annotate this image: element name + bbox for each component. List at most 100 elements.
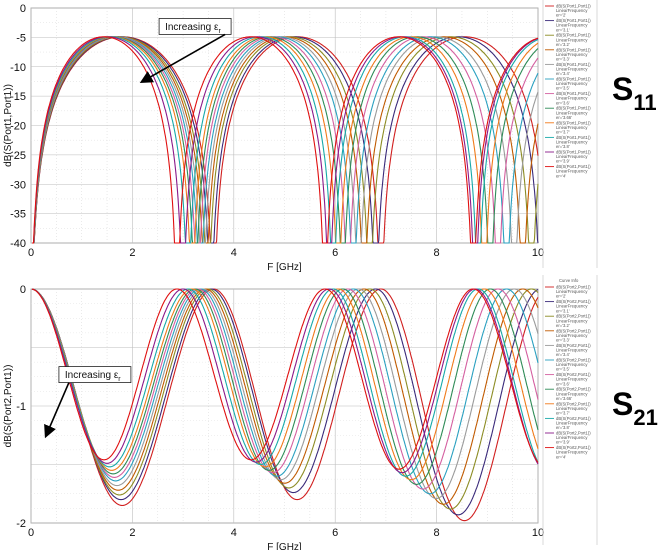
x-tick-label: 4 [231, 527, 237, 539]
series-line-12 [32, 36, 539, 244]
legend-entry-line3: er='3.9' [556, 159, 570, 164]
x-tick-label: 6 [332, 247, 338, 259]
y-tick-label: -15 [10, 91, 26, 103]
annotation: Increasing εr [139, 18, 232, 84]
x-axis-label: F [GHz] [267, 262, 302, 272]
side-label: S21 [612, 386, 658, 430]
s11-chart-panel: 0 2 4 6 8 10 0 -5 -10 -15 -20 -25 -30 -35 -40 F [GHz] dB… [0, 0, 670, 272]
y-tick-label: -1 [16, 401, 26, 413]
legend-entry-line1: dB(S(Port2,Port1)) [556, 372, 591, 377]
legend-entry-line2: LinearFrequency [556, 304, 588, 309]
y-tick-label: 0 [20, 3, 26, 15]
series-group [32, 36, 539, 244]
legend-entry-line2: LinearFrequency [556, 421, 588, 426]
annotation-main: Increasing ε [165, 22, 219, 33]
y-tick-label: -2 [16, 518, 26, 530]
side-label-sub: 11 [633, 90, 656, 115]
legend-entry-line3: er='3.8' [556, 425, 570, 430]
y-tick-label: -5 [16, 32, 26, 44]
legend-entry-line3: er='3.6' [556, 100, 570, 105]
legend-entry-line3: er='2' [556, 13, 566, 18]
x-tick-label: 8 [434, 527, 440, 539]
legend-entry-line1: dB(S(Port1,Port1)) [556, 47, 591, 52]
legend-entry-line3: er='3.9' [556, 440, 570, 445]
legend-entry-line2: LinearFrequency [556, 391, 588, 396]
legend-entry-line1: dB(S(Port1,Port1)) [556, 120, 591, 125]
legend-entry-line2: LinearFrequency [556, 348, 588, 353]
legend-entry-line1: dB(S(Port2,Port1)) [556, 445, 591, 450]
legend-entry-line1: dB(S(Port2,Port1)) [556, 431, 591, 436]
legend: Curve InfodB(S(Port2,Port1))LinearFreque… [542, 275, 598, 545]
legend-entry-line3: er='2' [556, 294, 566, 299]
series-group [31, 288, 539, 522]
series-line-10 [31, 288, 539, 477]
legend-entry-line1: dB(S(Port1,Port1)) [556, 18, 591, 23]
legend-entry-line1: dB(S(Port1,Port1)) [556, 4, 591, 9]
y-tick-label: 0 [20, 284, 26, 296]
legend-entry-line2: LinearFrequency [556, 154, 588, 159]
legend-entry-line1: dB(S(Port2,Port1)) [556, 387, 591, 392]
legend-entry-line2: LinearFrequency [556, 377, 588, 382]
series-line-3 [31, 288, 539, 510]
tick-labels: 0 2 4 6 8 10 0 -1 -2 [16, 284, 544, 539]
legend-entry-line3: er='3.4' [556, 352, 570, 357]
side-label: S11 [612, 71, 657, 115]
series-line-9 [31, 288, 539, 481]
y-tick-label: -25 [10, 150, 26, 162]
legend-entry-line1: dB(S(Port1,Port1)) [556, 106, 591, 111]
series-line-12 [31, 288, 539, 470]
x-tick-label: 0 [28, 247, 34, 259]
annotation: Increasing εr [44, 366, 132, 439]
legend-entry-line3: er='3.3' [556, 57, 570, 62]
s21-chart: 0 2 4 6 8 10 0 -1 -2 F [GHz] dB(S(Port2,Port1)) Inc… [3, 275, 658, 550]
side-label-main: S [612, 386, 633, 422]
legend-entry-line3: er='3.3' [556, 338, 570, 343]
legend-entry-line1: dB(S(Port2,Port1)) [556, 285, 591, 290]
x-tick-label: 6 [332, 527, 338, 539]
series-line-4 [31, 288, 539, 505]
legend-entry-line2: LinearFrequency [556, 52, 588, 57]
s11-chart: 0 2 4 6 8 10 0 -5 -10 -15 -20 -25 -30 -35 -40 F [GHz] dB… [3, 0, 657, 272]
legend-entry-line3: er='3.5' [556, 367, 570, 372]
series-line-10 [32, 36, 539, 244]
legend-entry-line2: LinearFrequency [556, 333, 588, 338]
x-tick-label: 0 [28, 527, 34, 539]
annotation-subscript: r [118, 376, 121, 383]
y-tick-label: -35 [10, 209, 26, 221]
series-line-7 [31, 288, 539, 490]
x-tick-label: 2 [129, 527, 135, 539]
annotation-box [58, 366, 132, 383]
legend-entry-line2: LinearFrequency [556, 289, 588, 294]
legend-entry-line3: er='3.2' [556, 323, 570, 328]
legend-entry-line2: LinearFrequency [556, 140, 588, 145]
y-tick-label: -30 [10, 179, 26, 191]
legend-entry-line2: LinearFrequency [556, 8, 588, 13]
legend-entry-line3: er='3.7' [556, 411, 570, 416]
y-axis-label: dB(S(Port1,Port1)) [3, 84, 14, 167]
legend-entry-line2: LinearFrequency [556, 67, 588, 72]
legend-entry-line3: er='3.7' [556, 130, 570, 135]
legend-header: Curve Info [559, 278, 579, 283]
legend-entry-line1: dB(S(Port1,Port1)) [556, 77, 591, 82]
annotation-subscript: r [218, 28, 221, 35]
legend-entry-line2: LinearFrequency [556, 450, 588, 455]
legend-entry-line2: LinearFrequency [556, 169, 588, 174]
legend-entry-line1: dB(S(Port2,Port1)) [556, 314, 591, 319]
series-line-11 [31, 288, 539, 474]
y-tick-label: -40 [10, 238, 26, 250]
series-line-1 [32, 288, 539, 522]
series-line-5 [31, 288, 539, 499]
annotation-arrow [139, 33, 226, 84]
x-tick-label: 4 [231, 247, 237, 259]
legend-entry-line3: er='3.4' [556, 71, 570, 76]
x-tick-label: 2 [129, 247, 135, 259]
legend-entry-line1: dB(S(Port1,Port1)) [556, 150, 591, 155]
legend-entry-line2: LinearFrequency [556, 435, 588, 440]
x-axis-label: F [GHz] [267, 542, 302, 550]
tick-labels: 0 2 4 6 8 10 0 -5 -10 -15 -20 -25 -30 -35 -40 [10, 3, 544, 259]
legend-entry-line1: dB(S(Port2,Port1)) [556, 299, 591, 304]
legend-entry-line1: dB(S(Port1,Port1)) [556, 91, 591, 96]
annotation-text: Increasing εr [65, 370, 121, 383]
legend-entry-line2: LinearFrequency [556, 96, 588, 101]
side-label-sub: 21 [633, 405, 657, 430]
